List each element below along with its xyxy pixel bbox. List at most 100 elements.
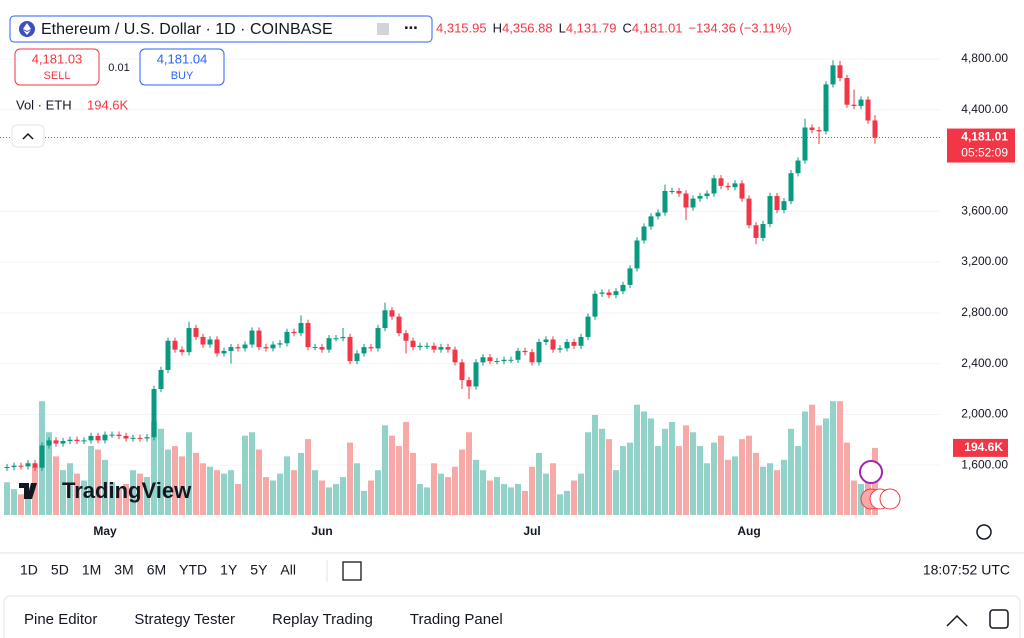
range-button[interactable]: 1D xyxy=(20,562,38,578)
candle-body xyxy=(865,99,871,121)
range-button[interactable]: 1M xyxy=(82,562,101,578)
candle-body xyxy=(627,268,633,285)
volume-bar xyxy=(669,421,675,515)
flag-event[interactable] xyxy=(879,488,901,510)
candle-body xyxy=(158,369,164,389)
candle-body xyxy=(662,190,668,213)
range-button[interactable]: 1Y xyxy=(220,562,238,578)
range-button[interactable]: 5Y xyxy=(250,562,268,578)
volume-bar xyxy=(354,463,360,515)
volume-bar xyxy=(445,477,451,515)
candle-body xyxy=(564,342,570,349)
volume-bar xyxy=(165,449,171,515)
y-tick-label: 3,200.00 xyxy=(961,254,1008,268)
maximize-icon[interactable] xyxy=(989,609,1009,629)
volume-bar xyxy=(109,482,115,515)
volume-bar xyxy=(452,466,458,515)
volume-bar xyxy=(74,473,80,515)
volume-bar xyxy=(60,470,66,515)
panel-tab[interactable]: Replay Trading xyxy=(272,611,373,628)
event-icon[interactable] xyxy=(859,460,883,484)
volume-bar xyxy=(823,418,829,515)
candle-body xyxy=(543,339,549,343)
candle-body xyxy=(242,344,248,349)
candle-body xyxy=(487,357,493,362)
volume-bar xyxy=(431,463,437,515)
price-axis: 1,600.00 2,000.00 2,400.00 2,800.00 3,200.00… xyxy=(93,51,1015,538)
candle-body xyxy=(130,437,136,439)
ohlc-key: C xyxy=(622,20,631,35)
candle-body xyxy=(109,434,115,436)
volume-bar xyxy=(46,432,52,515)
symbol-box[interactable] xyxy=(9,15,433,43)
volume-bar xyxy=(179,456,185,515)
more-icon[interactable]: ⋯ xyxy=(404,20,418,36)
ohlc-key: L xyxy=(559,20,566,35)
panel-tab[interactable]: Strategy Tester xyxy=(134,611,235,628)
ohlc-key: H xyxy=(493,20,502,35)
sell-button[interactable] xyxy=(14,48,100,86)
panel-tab[interactable]: Pine Editor xyxy=(24,611,97,628)
candle-body xyxy=(641,226,647,241)
spread: 0.01 xyxy=(108,62,129,74)
volume-bar xyxy=(11,489,17,515)
candle-body xyxy=(172,340,178,350)
candle-body xyxy=(795,160,801,174)
candle-body xyxy=(788,173,794,202)
range-button[interactable]: 6M xyxy=(147,562,166,578)
candle-body xyxy=(46,440,52,446)
candle-body xyxy=(116,434,122,436)
volume-bar xyxy=(200,463,206,515)
volume-bar xyxy=(95,449,101,515)
candle-body xyxy=(403,333,409,341)
volume-bar xyxy=(753,452,759,515)
date-range-icon[interactable] xyxy=(342,561,362,581)
candle-body xyxy=(872,120,878,138)
last-price-box xyxy=(947,128,1015,163)
volume-bar xyxy=(459,449,465,515)
candle-body xyxy=(214,339,220,354)
candle-body xyxy=(123,435,129,439)
volume-bar xyxy=(193,452,199,515)
candle-body xyxy=(389,310,395,317)
candle-body xyxy=(522,350,528,353)
range-button[interactable]: 3M xyxy=(114,562,133,578)
candle-body xyxy=(830,65,836,85)
volume-bar xyxy=(536,452,542,515)
flag-icon xyxy=(377,23,389,35)
volume-bar xyxy=(32,466,38,515)
range-button[interactable]: 5D xyxy=(51,562,69,578)
candle-body xyxy=(732,183,738,188)
range-button[interactable]: All xyxy=(280,562,296,578)
volume-bar xyxy=(186,432,192,515)
x-tick-label: May xyxy=(93,524,117,538)
candle-body xyxy=(550,339,556,350)
volume-bar xyxy=(802,411,808,515)
candle-body xyxy=(585,316,591,337)
candle-body xyxy=(53,440,59,444)
sell-label: SELL xyxy=(44,70,71,82)
volume-bar xyxy=(634,404,640,515)
panel-tab[interactable]: Trading Panel xyxy=(410,611,503,628)
candle-body xyxy=(452,349,458,363)
candle-body xyxy=(634,240,640,269)
volume-bar xyxy=(347,442,353,515)
volume-bar xyxy=(494,477,500,515)
candle-body xyxy=(305,322,311,348)
candle-body xyxy=(18,465,24,467)
settings-icon[interactable] xyxy=(976,524,992,540)
buy-button[interactable] xyxy=(139,48,225,86)
candle-body xyxy=(536,342,542,363)
candle-body xyxy=(858,99,864,106)
collapse-button[interactable] xyxy=(11,124,45,148)
expand-icon[interactable] xyxy=(946,614,968,627)
volume-bar xyxy=(4,482,10,515)
volume-bar xyxy=(704,463,710,515)
range-toolbar: 1D 5D 1M 3M 6M YTD 1Y 5Y All xyxy=(20,562,296,578)
range-button[interactable]: YTD xyxy=(179,562,207,578)
candle-body xyxy=(165,340,171,370)
volume-bar xyxy=(333,483,339,515)
volume-bar xyxy=(158,428,164,515)
candle-body xyxy=(725,185,731,188)
